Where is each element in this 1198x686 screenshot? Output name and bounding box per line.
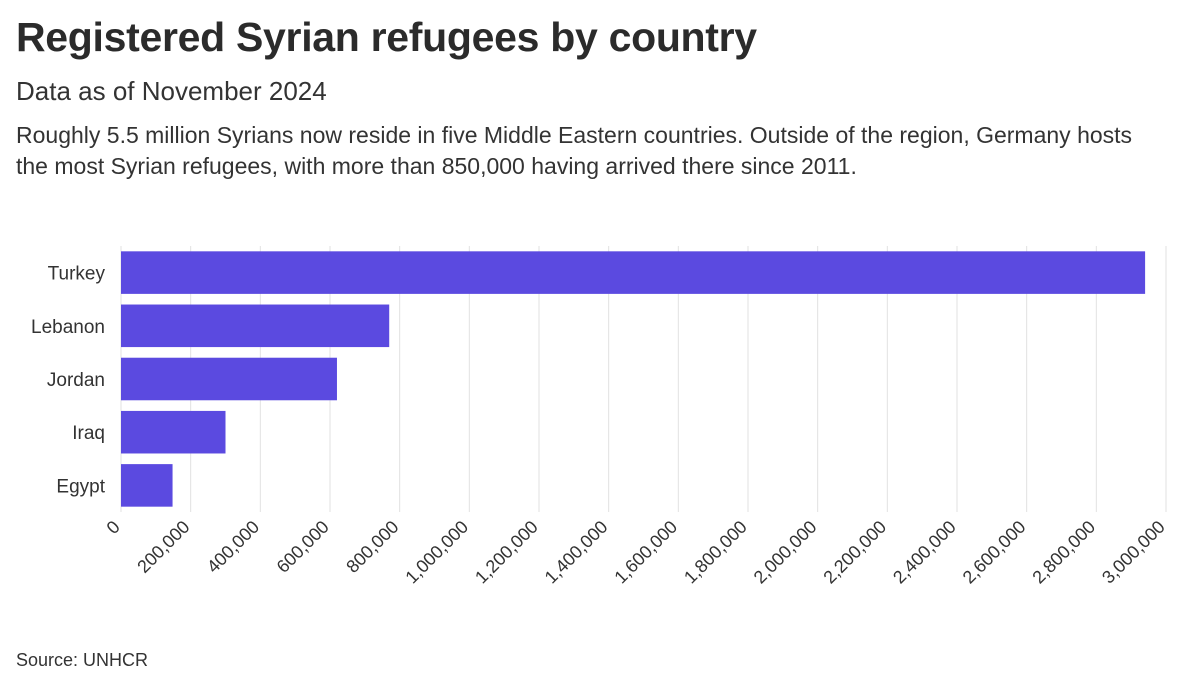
x-tick-label: 0	[103, 517, 124, 538]
x-tick-label: 1,800,000	[680, 517, 751, 588]
bar-iraq	[121, 410, 226, 454]
y-tick-label: Lebanon	[31, 317, 105, 338]
x-tick-label: 1,600,000	[610, 517, 681, 588]
x-tick-label: 600,000	[273, 517, 333, 577]
x-tick-label: 400,000	[203, 517, 263, 577]
x-tick-label: 2,800,000	[1028, 517, 1099, 588]
y-tick-label: Egypt	[56, 476, 105, 497]
bar-egypt	[121, 464, 173, 507]
bar-turkey	[121, 251, 1146, 294]
x-tick-label: 2,200,000	[819, 517, 890, 588]
chart-title: Registered Syrian refugees by country	[16, 14, 757, 60]
x-tick-label: 2,400,000	[889, 517, 960, 588]
y-tick-label: Jordan	[47, 370, 105, 391]
chart-description: Roughly 5.5 million Syrians now reside i…	[16, 122, 1133, 179]
chart-subtitle: Data as of November 2024	[16, 76, 327, 106]
y-tick-label: Iraq	[72, 423, 105, 444]
x-tick-label: 1,000,000	[401, 517, 472, 588]
source-note: Source: UNHCR	[16, 650, 149, 670]
bar-chart: Turkey Lebanon Jordan Iraq Egypt 0 200,000 400,…	[31, 246, 1169, 588]
x-tick-label: 2,000,000	[750, 517, 821, 588]
bar-jordan	[121, 357, 337, 401]
x-tick-label: 200,000	[133, 517, 193, 577]
x-tick-label: 1,400,000	[541, 517, 612, 588]
x-tick-label: 1,200,000	[471, 517, 542, 588]
x-tick-label: 2,600,000	[959, 517, 1030, 588]
x-tick-label: 3,000,000	[1098, 517, 1169, 588]
bar-lebanon	[121, 304, 390, 348]
y-tick-label: Turkey	[48, 264, 106, 285]
x-tick-label: 800,000	[342, 517, 402, 577]
